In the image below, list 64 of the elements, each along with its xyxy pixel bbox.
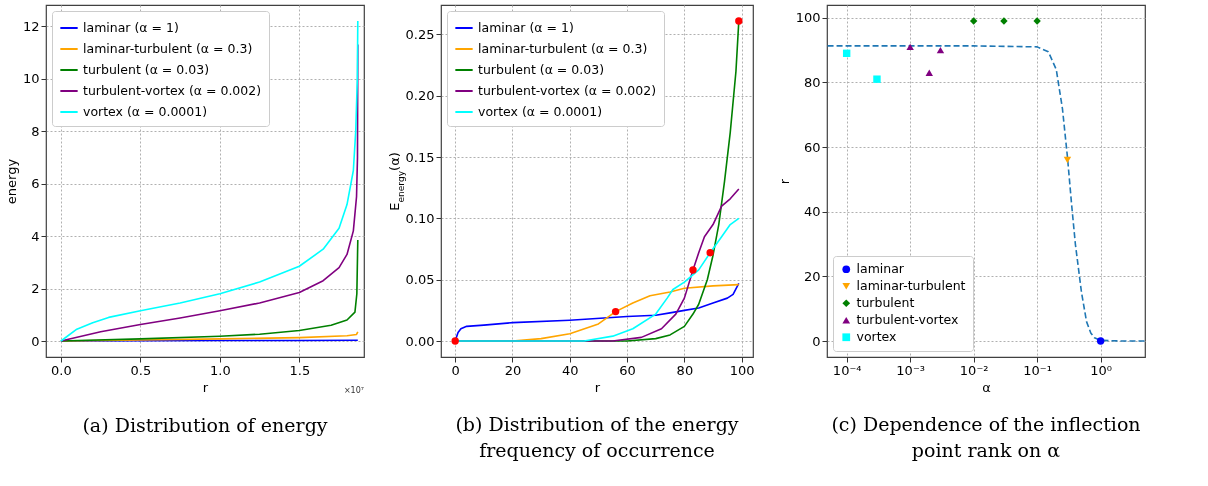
text: (b) Distribution of the energy frequency of occurrence [455, 413, 739, 461]
y-tick-label: 0 [812, 333, 821, 349]
x-tick-label: 0.0 [51, 362, 72, 378]
x-tick-label: 10⁻² [959, 362, 989, 378]
legend-label: turbulent-vortex (α = 0.002) [478, 83, 657, 98]
line-series [60, 239, 359, 342]
y-tick-label: 0.15 [405, 149, 435, 165]
y-tick-label: 0.05 [405, 272, 435, 288]
legend-label: turbulent [856, 295, 915, 311]
x-tick-label: 40 [562, 362, 579, 378]
x-tick-label: 10⁻⁴ [832, 362, 862, 378]
x-tick-label: 60 [619, 362, 636, 378]
y-tick-label: 8 [31, 123, 40, 139]
y-tick-label: 20 [803, 268, 821, 284]
y-tick-label: 80 [803, 74, 821, 90]
y-tick-label: 12 [22, 18, 40, 34]
x-tick-label: 10⁻³ [896, 362, 925, 378]
x-tick-label: 10⁻¹ [1023, 362, 1052, 378]
y-tick-label: 0.25 [405, 26, 435, 42]
point [735, 17, 743, 25]
x-axis-title: α [982, 379, 991, 395]
point [611, 307, 620, 316]
x-tick-label: 0 [451, 362, 460, 378]
x-axis-title: r [594, 379, 601, 395]
y-tick-label: 60 [803, 139, 821, 155]
y-tick-label: 0.00 [405, 333, 435, 349]
y-axis-title: r [776, 178, 792, 185]
legend-label: vortex [856, 329, 897, 345]
legend-label: laminar (α = 1) [478, 20, 574, 35]
legend-label: laminar-turbulent [856, 278, 966, 294]
y-tick-label: 100 [795, 10, 821, 26]
y-tick-label: 0 [31, 333, 40, 349]
y-tick-label: 0.10 [405, 210, 435, 226]
y-tick-label: 2 [31, 281, 40, 297]
y-tick-label: 4 [31, 228, 40, 244]
x-tick-label: 20 [504, 362, 522, 378]
x-axis-title: r [202, 379, 209, 395]
x-tick-label: 80 [676, 362, 694, 378]
y-tick-label: 0.20 [405, 88, 435, 104]
legend-label: laminar (α = 1) [83, 20, 179, 35]
legend-label: turbulent (α = 0.03) [83, 62, 210, 77]
legend-label: laminar [856, 261, 905, 277]
legend-label: laminar-turbulent (α = 0.3) [478, 41, 648, 56]
legend-label: turbulent-vortex (α = 0.002) [83, 83, 262, 98]
legend-label: laminar-turbulent (α = 0.3) [83, 41, 253, 56]
y-tick-label: 10 [22, 71, 40, 87]
y-axis-title: energy [3, 158, 19, 205]
text: (a) Distribution of energy [82, 414, 328, 436]
text: (c) Dependence of the inflection point rank on α [831, 413, 1141, 461]
point [706, 249, 714, 257]
x-tick-label: 100 [729, 362, 755, 378]
legend-label: turbulent-vortex [856, 312, 959, 328]
y-tick-label: 6 [31, 176, 40, 192]
x-tick-label: 10⁰ [1090, 362, 1113, 378]
legend-label: vortex (α = 0.0001) [478, 104, 603, 119]
y-tick-label: 40 [803, 204, 821, 220]
x-tick-label: 0.5 [130, 362, 152, 378]
legend-label: turbulent (α = 0.03) [478, 62, 605, 77]
point [689, 266, 697, 274]
point [451, 337, 459, 345]
legend-label: vortex (α = 0.0001) [83, 104, 208, 119]
x-tick-label: 1.5 [289, 362, 311, 378]
x-tick-label: 1.0 [210, 362, 231, 378]
text: ×10⁷ [343, 386, 364, 395]
